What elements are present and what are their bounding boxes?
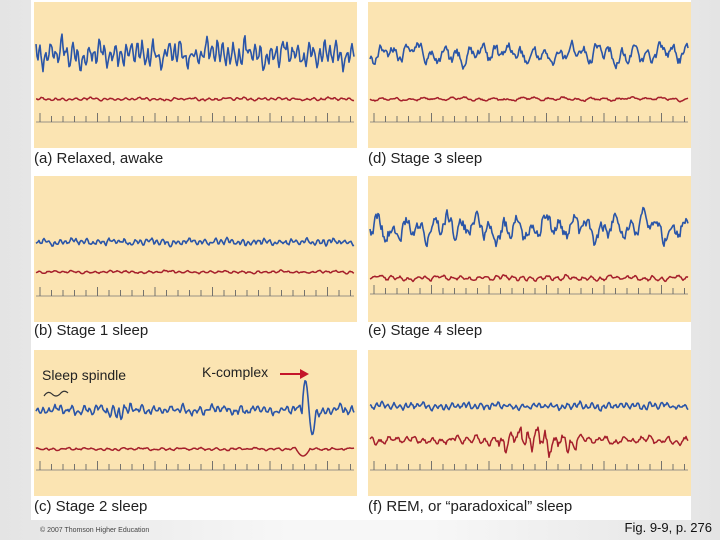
eeg-waveform-red (369, 96, 689, 103)
eeg-waveform-red (36, 96, 355, 102)
k-complex-label: K-complex (202, 364, 269, 380)
eeg-waveform-red (369, 426, 689, 459)
panel-rem-sleep (368, 350, 691, 496)
eeg-waveform-blue (369, 39, 689, 70)
eeg-waveform-red (35, 269, 355, 275)
panel-stage-2-sleep: Sleep spindle K-complex (34, 350, 357, 496)
eeg-waveform-blue (35, 380, 355, 436)
caption-relaxed-awake: (a) Relaxed, awake (34, 150, 164, 167)
eeg-waveform-red (35, 446, 355, 457)
eeg-waveform-blue (369, 206, 689, 248)
eeg-trace-panel-b (35, 236, 355, 297)
caption-stage-1-sleep: (b) Stage 1 sleep (34, 322, 149, 339)
eeg-trace-panel-a (35, 33, 355, 123)
sleep-spindle-brace (43, 390, 69, 397)
eeg-trace-panel-d (369, 39, 689, 123)
eeg-trace-panel-c (35, 369, 355, 471)
panel-stage-1-sleep (34, 176, 357, 322)
eeg-waveform-blue (35, 236, 355, 248)
eeg-waveform-red (369, 273, 689, 283)
caption-stage-2-sleep: (c) Stage 2 sleep (34, 498, 148, 515)
caption-stage-4-sleep: (e) Stage 4 sleep (368, 322, 483, 339)
sleep-spindle-label: Sleep spindle (42, 367, 127, 383)
eeg-trace-panel-f (369, 400, 689, 471)
copyright-notice: © 2007 Thomson Higher Education (40, 527, 150, 534)
figure-reference: Fig. 9-9, p. 276 (624, 520, 712, 535)
panel-stage-3-sleep (368, 2, 691, 148)
panel-stage-4-sleep (368, 176, 691, 322)
caption-rem-sleep: (f) REM, or “paradoxical” sleep (368, 498, 573, 515)
eeg-waveform-blue (369, 400, 689, 412)
eeg-waveform-blue (35, 33, 355, 73)
panel-relaxed-awake (34, 2, 357, 148)
eeg-figure: (a) Relaxed, awake (b) Stage 1 sleep Sle… (31, 0, 691, 520)
eeg-trace-panel-e (369, 206, 689, 295)
caption-stage-3-sleep: (d) Stage 3 sleep (368, 150, 483, 167)
k-complex-arrowhead (300, 369, 309, 379)
